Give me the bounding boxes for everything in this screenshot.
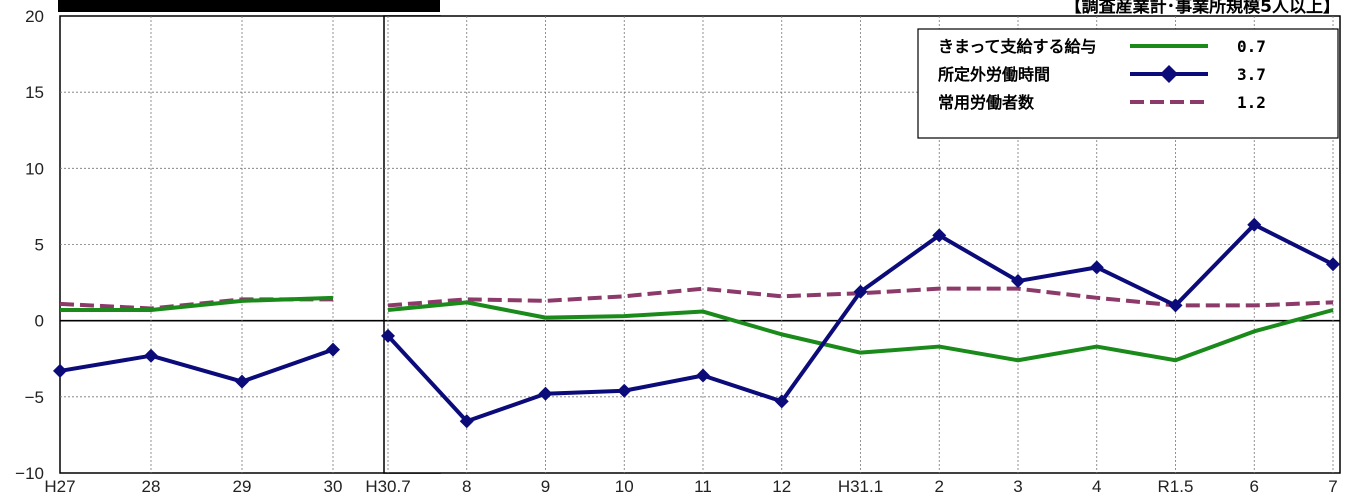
y-tick-label: 0 [35,312,44,331]
x-tick-label: 9 [541,477,550,496]
x-tick-label: 4 [1092,477,1101,496]
x-tick-label: 10 [615,477,634,496]
point-marker-overtime [1168,298,1183,313]
y-tick-label: −5 [25,388,44,407]
point-marker-overtime [53,363,67,378]
x-tick-label: 6 [1250,477,1259,496]
point-marker-overtime [326,342,340,357]
x-tick-label: H27 [44,477,75,496]
x-tick-label: 8 [462,477,471,496]
point-marker-overtime [1089,260,1104,275]
legend-value-wage: 0.7 [1237,37,1266,56]
legend: きまって支給する給与 0.7 所定外労働時間 3.7 常用労働者数 1.2 [917,28,1339,139]
title-bar [58,0,440,12]
point-marker-overtime [144,348,158,363]
y-tick-label: 20 [25,7,44,26]
y-tick-label: 15 [25,83,44,102]
x-tick-label: 11 [694,477,712,496]
series-line-overtime [59,347,334,384]
series-line-wage [387,300,1334,363]
legend-item-overtime: 所定外労働時間 3.7 [938,65,1266,84]
legend-label-overtime: 所定外労働時間 [938,65,1050,84]
point-marker-overtime [1247,217,1262,232]
legend-box [917,28,1339,139]
point-marker-overtime [696,368,710,383]
legend-diamond-overtime [1160,65,1178,83]
point-marker-overtime [459,414,474,429]
point-marker-overtime [381,328,395,343]
y-tick-label: −10 [15,464,44,483]
legend-value-overtime: 3.7 [1237,65,1266,84]
x-tick-label: 7 [1328,477,1337,496]
x-tick-label: 30 [324,477,343,496]
point-marker-overtime [853,284,868,299]
x-tick-label: 28 [142,477,161,496]
point-marker-overtime [538,386,553,401]
x-tick-label: 3 [1013,477,1022,496]
legend-label-wage: きまって支給する給与 [938,37,1097,56]
x-tick-label: H31.1 [838,477,883,496]
legend-value-employees: 1.2 [1237,93,1266,112]
y-axis-ticks: −10 −5 0 5 10 15 20 [15,7,44,483]
point-marker-overtime [774,394,789,409]
x-tick-label: 2 [935,477,944,496]
panel-annual: H27 28 29 30 [44,15,441,496]
legend-label-employees: 常用労働者数 [938,93,1035,112]
header-label: 【調査産業計･事業所規模5人以上】 [1065,0,1340,17]
point-marker-overtime [1326,257,1340,272]
legend-item-wage: きまって支給する給与 0.7 [938,37,1266,56]
y-tick-label: 10 [25,159,44,178]
point-marker-overtime [617,383,632,398]
point-marker-overtime [932,228,947,243]
point-marker-overtime [1011,274,1025,289]
y-tick-label: 5 [35,236,44,255]
x-tick-label: 29 [233,477,252,496]
x-tick-label: H30.7 [365,477,410,496]
legend-item-employees: 常用労働者数 1.2 [938,93,1266,112]
x-tick-label: R1.5 [1158,477,1194,496]
series-line-wage [60,295,334,313]
x-tick-label: 12 [772,477,791,496]
point-marker-overtime [235,374,249,389]
